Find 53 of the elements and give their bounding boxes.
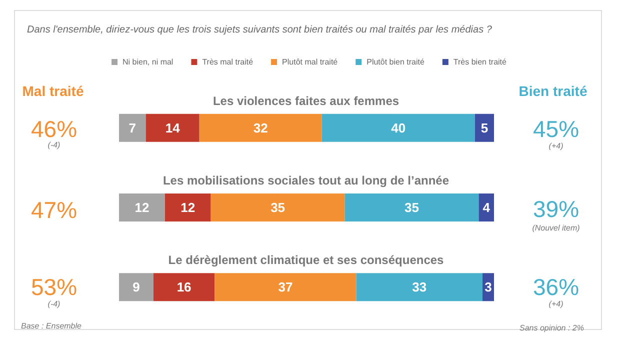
data-label: 3 — [484, 280, 492, 295]
data-label: 32 — [253, 120, 268, 136]
text: (-4) — [48, 300, 61, 308]
bar — [478, 194, 494, 222]
bar — [344, 194, 479, 222]
data-label: 33 — [412, 280, 427, 295]
y-tick-label: Le dérèglement climatique et ses conséquences — [168, 253, 444, 268]
bar — [119, 273, 154, 302]
data-label: 12 — [180, 200, 196, 215]
data-label: 12 — [134, 200, 150, 215]
bar — [119, 194, 165, 222]
text: 47% — [30, 197, 78, 223]
text: 45% — [532, 116, 580, 142]
text: 39% — [532, 196, 580, 222]
bar — [210, 194, 345, 222]
legend-label: Plutôt bien traité — [366, 58, 425, 66]
legend-label: Très mal traité — [202, 58, 254, 66]
bar — [356, 273, 483, 302]
chart-title: Dans l'ensemble, diriez-vous que les trois sujets suivants sont bien traités ou mal traités par les médias ? — [27, 24, 492, 36]
data-label: 9 — [132, 280, 140, 295]
text: Base : Ensemble — [21, 322, 82, 330]
data-label: 14 — [165, 120, 181, 136]
legend-label: Très bien traité — [453, 58, 508, 66]
data-label: 5 — [480, 120, 488, 136]
data-label: 7 — [128, 120, 136, 136]
data-label: 40 — [391, 120, 406, 136]
legend-label: Ni bien, ni mal — [122, 58, 174, 66]
y-tick-label: Les violences faites aux femmes — [212, 94, 400, 108]
data-label: 35 — [404, 200, 419, 215]
text: Mal traité — [22, 83, 84, 99]
bar — [153, 273, 215, 302]
text: Sans opinion : 2% — [520, 324, 584, 332]
y-tick-label: Les mobilisations sociales tout au long de l’année — [162, 174, 450, 188]
text: 36% — [532, 274, 580, 300]
legend-label: Plutôt mal traité — [282, 58, 338, 66]
text: (+4) — [548, 142, 564, 150]
text: (-4) — [48, 140, 61, 150]
text: 46% — [30, 116, 78, 142]
data-label: 35 — [270, 200, 286, 215]
bar — [146, 114, 200, 142]
bar — [164, 194, 211, 222]
text: 53% — [30, 274, 78, 300]
text: Bien traité — [518, 83, 588, 99]
bar — [214, 273, 356, 302]
bar — [322, 114, 475, 142]
data-label: 37 — [278, 280, 293, 295]
text: (+4) — [548, 300, 564, 308]
bar — [199, 114, 322, 142]
text: (Nouvel item) — [532, 224, 580, 232]
bar — [474, 114, 494, 142]
bar — [119, 114, 146, 142]
data-label: 16 — [176, 280, 192, 295]
data-label: 4 — [482, 200, 491, 215]
